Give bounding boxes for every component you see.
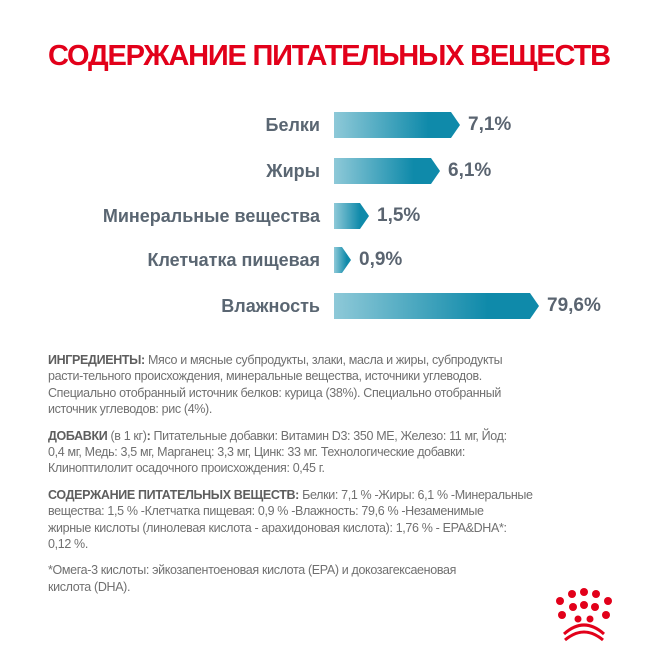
text-line: кислота (DHA). xyxy=(48,579,131,594)
text-line: расти-тельного происхождения, минеральны… xyxy=(48,369,482,384)
value-label: 1,5% xyxy=(377,205,421,226)
category-label: Жиры xyxy=(266,161,320,181)
composition-text: ИНГРЕДИЕНТЫ: Мясо и мясные субпродукты, … xyxy=(48,352,618,605)
text-line: Клиноптилолит осадочного происхождения: … xyxy=(48,461,325,476)
text-line: источник углеводов: рис (4%). xyxy=(48,402,212,417)
nutrients-heading: СОДЕРЖАНИЕ ПИТАТЕЛЬНЫХ ВЕЩЕСТВ: xyxy=(48,487,299,502)
crown-logo-icon xyxy=(556,588,612,642)
value-label: 7,1% xyxy=(468,114,512,135)
value-label: 6,1% xyxy=(448,160,492,181)
text-line: Питательные добавки: Витамин D3: 350 МЕ,… xyxy=(150,428,508,443)
additives-note: (в 1 кг) xyxy=(107,428,147,443)
category-label: Влажность xyxy=(221,296,320,316)
page-title: СОДЕРЖАНИЕ ПИТАТЕЛЬНЫХ ВЕЩЕСТВ xyxy=(48,40,611,72)
bar xyxy=(334,293,539,319)
bar-row: Жиры 6,1% xyxy=(0,158,667,184)
additives-section: ДОБАВКИ (в 1 кг): Питательные добавки: В… xyxy=(48,428,618,477)
bar-row: Белки 7,1% xyxy=(0,112,667,138)
text-line: вещества: 1,5 % -Клетчатка пищевая: 0,9 … xyxy=(48,504,484,519)
text-line: жирные кислоты (линолевая кислота - арах… xyxy=(48,520,507,535)
value-label: 79,6% xyxy=(547,295,601,316)
bar xyxy=(334,158,440,184)
value-label: 0,9% xyxy=(359,249,403,270)
bar xyxy=(334,247,351,273)
text-line: Белки: 7,1 % -Жиры: 6,1 % -Минеральные xyxy=(299,487,533,502)
bar xyxy=(334,112,460,138)
colon: : xyxy=(146,428,151,443)
text-line: 0,12 %. xyxy=(48,537,88,552)
text-line: 0,4 мг, Медь: 3,5 мг, Марганец: 3,3 мг, … xyxy=(48,445,466,460)
text-line: *Омега-3 кислоты: эйкозапентоеновая кисл… xyxy=(48,563,456,578)
text-line: Специально отобранный источник белков: к… xyxy=(48,385,501,400)
bar-row: Клетчатка пищевая 0,9% xyxy=(0,247,667,273)
additives-heading: ДОБАВКИ xyxy=(48,428,108,443)
footnote: *Омега-3 кислоты: эйкозапентоеновая кисл… xyxy=(48,562,618,595)
bar-row: Минеральные вещества 1,5% xyxy=(0,203,667,229)
bar xyxy=(334,203,369,229)
category-label: Минеральные вещества xyxy=(102,206,320,226)
nutrients-section: СОДЕРЖАНИЕ ПИТАТЕЛЬНЫХ ВЕЩЕСТВ: Белки: 7… xyxy=(48,487,618,553)
bar-row: Влажность 79,6% xyxy=(0,293,667,319)
ingredients-heading: ИНГРЕДИЕНТЫ: xyxy=(48,353,145,367)
category-label: Белки xyxy=(265,115,320,135)
category-label: Клетчатка пищевая xyxy=(147,250,320,270)
ingredients-section: ИНГРЕДИЕНТЫ: Мясо и мясные субпродукты, … xyxy=(48,352,618,418)
text-line: Мясо и мясные субпродукты, злаки, масла … xyxy=(144,353,503,367)
